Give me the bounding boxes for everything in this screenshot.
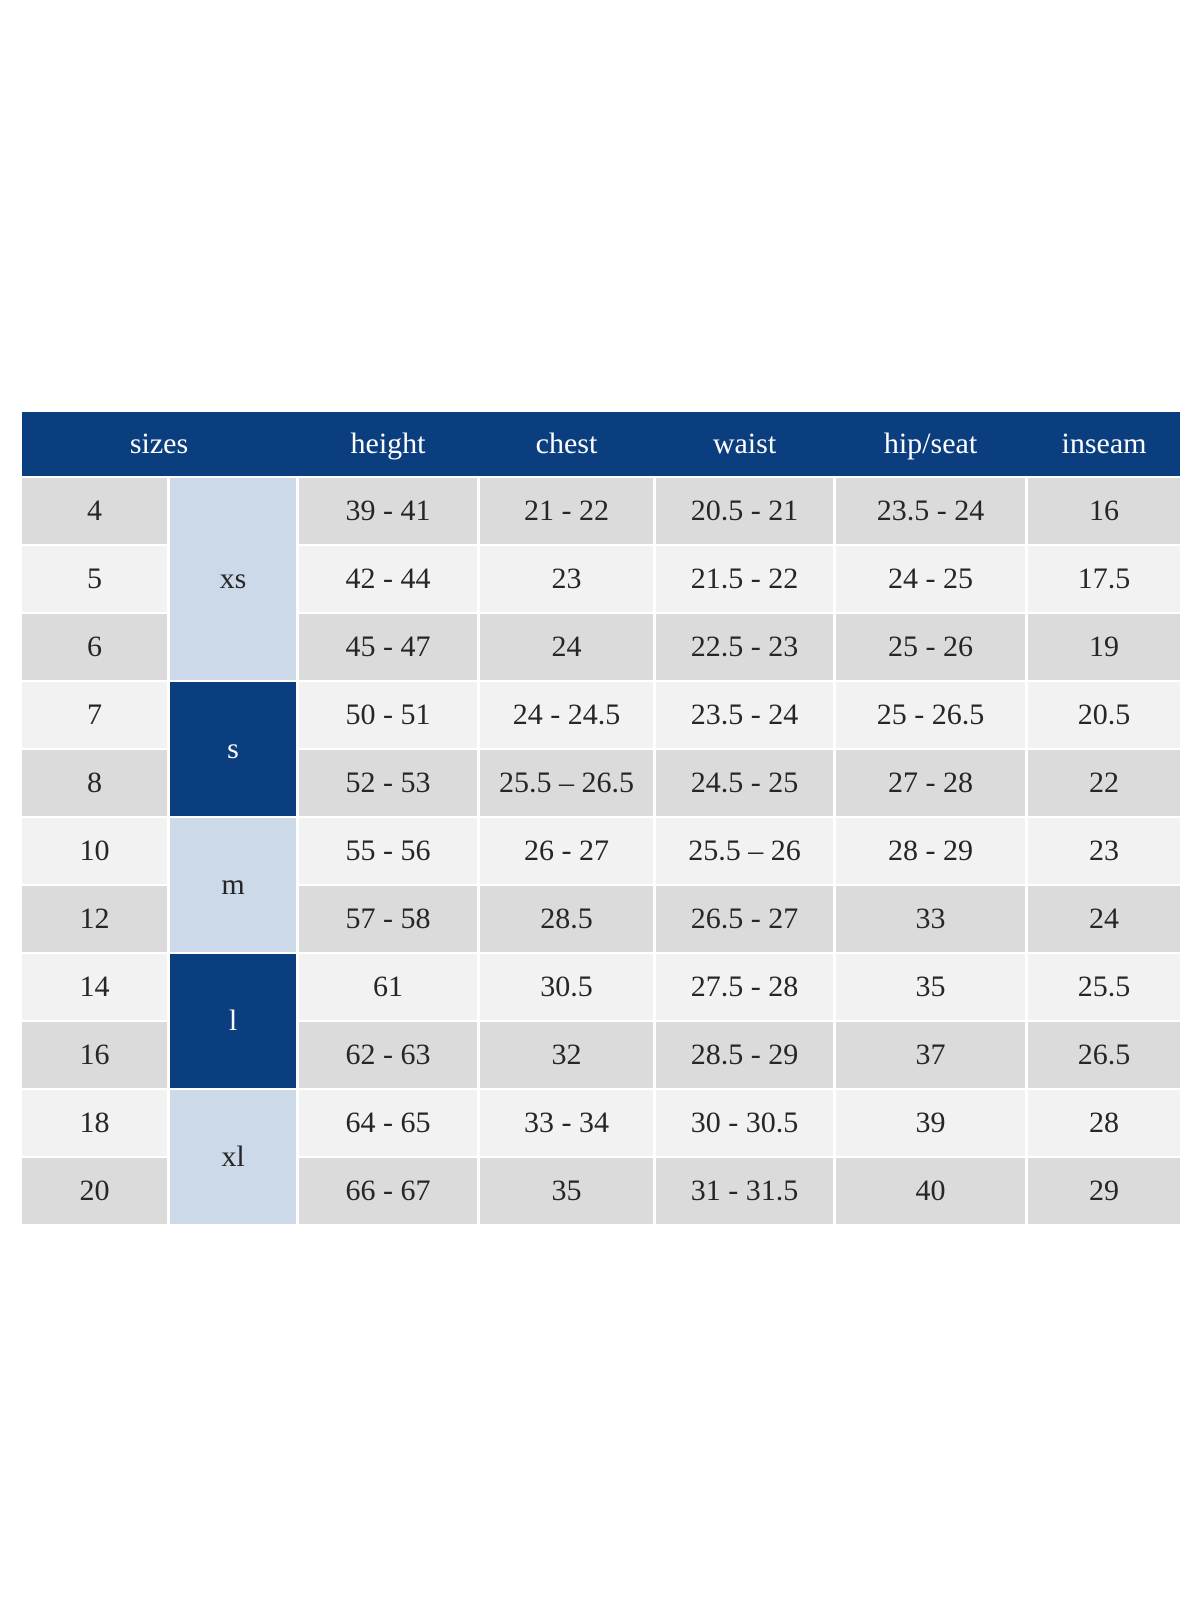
cell-waist: 28.5 - 29 bbox=[656, 1022, 833, 1088]
cell-size: 14 bbox=[22, 954, 167, 1020]
header-inseam: inseam bbox=[1061, 427, 1147, 460]
cell-inseam: 17.5 bbox=[1028, 546, 1180, 612]
cell-hip-seat: 35 bbox=[836, 954, 1025, 1020]
cell-size: 12 bbox=[22, 886, 167, 952]
cell-chest: 24 bbox=[480, 614, 653, 680]
cell-inseam: 26.5 bbox=[1028, 1022, 1180, 1088]
cell-chest: 21 - 22 bbox=[480, 478, 653, 544]
group-cell-l: l bbox=[170, 954, 296, 1088]
cell-inseam: 25.5 bbox=[1028, 954, 1180, 1020]
cell-hip-seat: 23.5 - 24 bbox=[836, 478, 1025, 544]
cell-inseam: 22 bbox=[1028, 750, 1180, 816]
cell-height: 52 - 53 bbox=[299, 750, 477, 816]
cell-waist: 20.5 - 21 bbox=[656, 478, 833, 544]
group-cell-m: m bbox=[170, 818, 296, 952]
cell-height: 42 - 44 bbox=[299, 546, 477, 612]
cell-hip-seat: 28 - 29 bbox=[836, 818, 1025, 884]
cell-height: 45 - 47 bbox=[299, 614, 477, 680]
cell-inseam: 29 bbox=[1028, 1158, 1180, 1224]
cell-height: 57 - 58 bbox=[299, 886, 477, 952]
header-hip-seat: hip/seat bbox=[883, 427, 978, 460]
cell-waist: 31 - 31.5 bbox=[656, 1158, 833, 1224]
cell-hip-seat: 25 - 26.5 bbox=[836, 682, 1025, 748]
cell-size: 8 bbox=[22, 750, 167, 816]
cell-height: 50 - 51 bbox=[299, 682, 477, 748]
group-cell-xs: xs bbox=[170, 478, 296, 680]
cell-height: 39 - 41 bbox=[299, 478, 477, 544]
cell-size: 18 bbox=[22, 1090, 167, 1156]
cell-inseam: 23 bbox=[1028, 818, 1180, 884]
cell-chest: 35 bbox=[480, 1158, 653, 1224]
cell-inseam: 19 bbox=[1028, 614, 1180, 680]
cell-waist: 30 - 30.5 bbox=[656, 1090, 833, 1156]
cell-waist: 22.5 - 23 bbox=[656, 614, 833, 680]
cell-waist: 21.5 - 22 bbox=[656, 546, 833, 612]
cell-chest: 23 bbox=[480, 546, 653, 612]
cell-inseam: 16 bbox=[1028, 478, 1180, 544]
cell-height: 55 - 56 bbox=[299, 818, 477, 884]
cell-chest: 25.5 – 26.5 bbox=[480, 750, 653, 816]
cell-height: 66 - 67 bbox=[299, 1158, 477, 1224]
cell-inseam: 28 bbox=[1028, 1090, 1180, 1156]
cell-chest: 24 - 24.5 bbox=[480, 682, 653, 748]
group-cell-s: s bbox=[170, 682, 296, 816]
header-sizes: sizes bbox=[129, 427, 189, 460]
cell-hip-seat: 24 - 25 bbox=[836, 546, 1025, 612]
cell-waist: 25.5 – 26 bbox=[656, 818, 833, 884]
cell-size: 4 bbox=[22, 478, 167, 544]
cell-chest: 26 - 27 bbox=[480, 818, 653, 884]
cell-height: 61 bbox=[299, 954, 477, 1020]
cell-hip-seat: 33 bbox=[836, 886, 1025, 952]
header-chest: chest bbox=[535, 427, 598, 460]
cell-hip-seat: 39 bbox=[836, 1090, 1025, 1156]
cell-size: 20 bbox=[22, 1158, 167, 1224]
cell-size: 5 bbox=[22, 546, 167, 612]
header-waist: waist bbox=[712, 427, 777, 460]
header-height: height bbox=[350, 427, 426, 460]
cell-chest: 32 bbox=[480, 1022, 653, 1088]
cell-hip-seat: 37 bbox=[836, 1022, 1025, 1088]
cell-chest: 28.5 bbox=[480, 886, 653, 952]
cell-waist: 24.5 - 25 bbox=[656, 750, 833, 816]
cell-waist: 27.5 - 28 bbox=[656, 954, 833, 1020]
cell-inseam: 24 bbox=[1028, 886, 1180, 952]
cell-chest: 30.5 bbox=[480, 954, 653, 1020]
cell-height: 64 - 65 bbox=[299, 1090, 477, 1156]
cell-size: 10 bbox=[22, 818, 167, 884]
cell-size: 16 bbox=[22, 1022, 167, 1088]
cell-hip-seat: 25 - 26 bbox=[836, 614, 1025, 680]
cell-hip-seat: 40 bbox=[836, 1158, 1025, 1224]
cell-size: 7 bbox=[22, 682, 167, 748]
size-chart-table: sizes height chest waist hip/seat inseam… bbox=[22, 412, 1180, 1224]
cell-waist: 26.5 - 27 bbox=[656, 886, 833, 952]
cell-height: 62 - 63 bbox=[299, 1022, 477, 1088]
cell-size: 6 bbox=[22, 614, 167, 680]
table-header-row: sizes height chest waist hip/seat inseam bbox=[22, 412, 1180, 476]
cell-waist: 23.5 - 24 bbox=[656, 682, 833, 748]
cell-inseam: 20.5 bbox=[1028, 682, 1180, 748]
group-cell-xl: xl bbox=[170, 1090, 296, 1224]
cell-hip-seat: 27 - 28 bbox=[836, 750, 1025, 816]
cell-chest: 33 - 34 bbox=[480, 1090, 653, 1156]
